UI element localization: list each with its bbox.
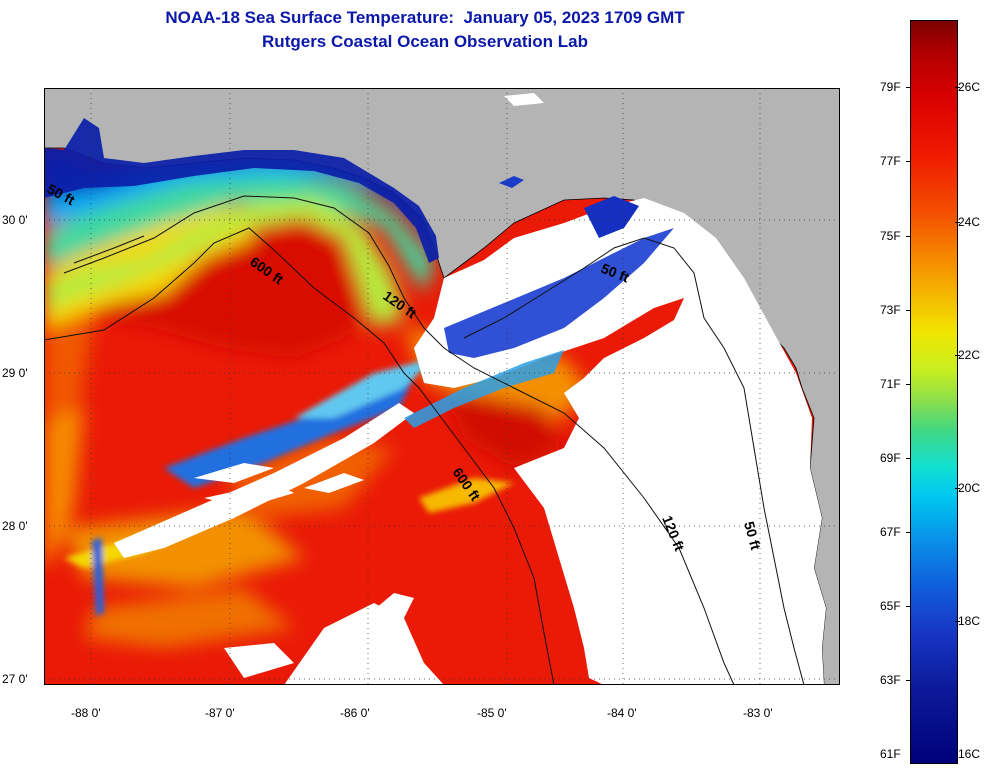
lon-label-87: -87 0' — [205, 706, 235, 720]
lon-label-86: -86 0' — [340, 706, 370, 720]
coastal-cold-water — [44, 118, 439, 263]
lat-label-29: 29 0' — [2, 366, 28, 380]
cold-band — [444, 228, 674, 358]
colorbar-c-24: 24C — [958, 215, 981, 229]
colorbar-c-18: 18C — [958, 614, 981, 628]
colorbar-c-26: 26C — [958, 80, 981, 94]
title-line-1: NOAA-18 Sea Surface Temperature: January… — [165, 8, 685, 27]
colorbar-c-22: 22C — [958, 348, 981, 362]
lat-label-27: 27 0' — [2, 672, 28, 686]
sst-map[interactable]: 50 ft 600 ft 120 ft 50 ft 600 ft 120 ft … — [44, 88, 840, 685]
contour-label-50ft-south: 50 ft — [741, 520, 764, 552]
depth-contours — [44, 195, 805, 685]
colorbar-c-16: 16C — [958, 747, 981, 761]
colorbar-f-67: 67F — [880, 525, 901, 539]
map-border — [44, 88, 840, 685]
colorbar-f-71: 71F — [880, 377, 901, 391]
colorbar-f-79: 79F — [880, 80, 901, 94]
colorbar-f-69: 69F — [880, 451, 901, 465]
lon-label-83: -83 0' — [743, 706, 773, 720]
colorbar-f-63: 63F — [880, 673, 901, 687]
lat-label-30: 30 0' — [2, 213, 28, 227]
colorbar — [910, 20, 958, 764]
colorbar-f-75: 75F — [880, 229, 901, 243]
colorbar-f-77: 77F — [880, 154, 901, 168]
lon-label-88: -88 0' — [71, 706, 101, 720]
title-line-2: Rutgers Coastal Ocean Observation Lab — [262, 32, 588, 51]
sst-map-svg: 50 ft 600 ft 120 ft 50 ft 600 ft 120 ft … — [44, 88, 840, 685]
lon-label-84: -84 0' — [607, 706, 637, 720]
colorbar-f-65: 65F — [880, 599, 901, 613]
colorbar-c-20: 20C — [958, 481, 981, 495]
lat-label-28: 28 0' — [2, 519, 28, 533]
colorbar-f-73: 73F — [880, 303, 901, 317]
colorbar-f-61: 61F — [880, 747, 901, 761]
lon-label-85: -85 0' — [477, 706, 507, 720]
